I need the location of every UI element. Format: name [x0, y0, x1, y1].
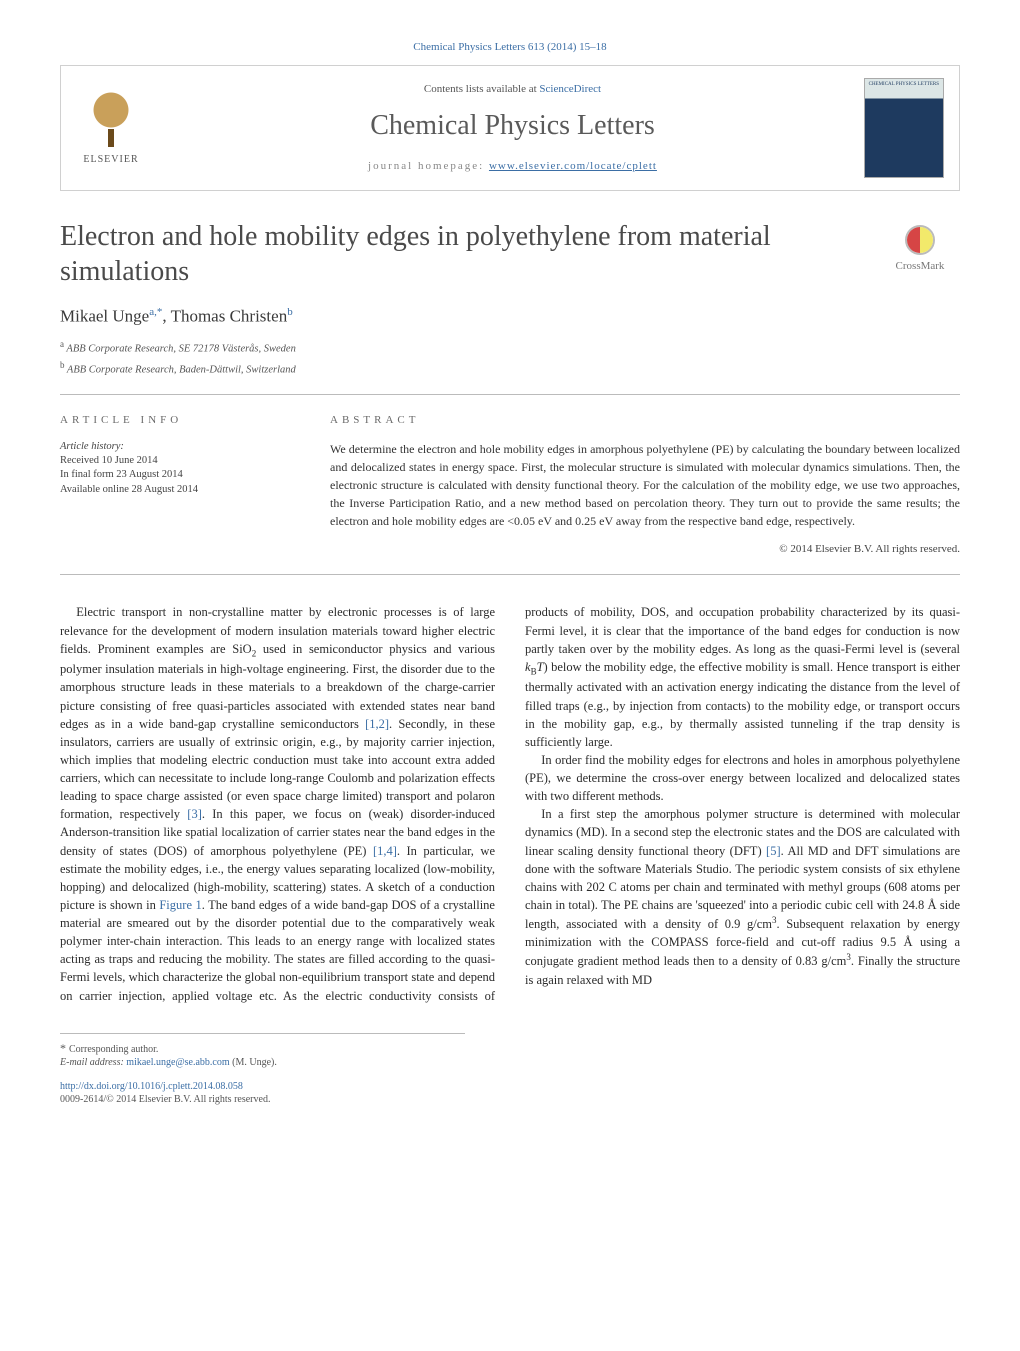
ref-5-link[interactable]: [5] [766, 844, 781, 858]
article-info-heading: article info [60, 413, 290, 428]
crossmark-badge[interactable]: CrossMark [880, 219, 960, 274]
cover-label: CHEMICAL PHYSICS LETTERS [869, 82, 939, 87]
affiliation-a: a ABB Corporate Research, SE 72178 Väste… [60, 338, 960, 357]
corr-asterisk: * [60, 1041, 69, 1055]
issn-copyright: 0009-2614/© 2014 Elsevier B.V. All right… [60, 1094, 270, 1105]
article-title: Electron and hole mobility edges in poly… [60, 219, 880, 289]
author-2-affil-sup: b [287, 306, 293, 318]
elsevier-tree-icon [81, 89, 141, 149]
body-p3: In a first step the amorphous polymer st… [525, 805, 960, 989]
email-name: (M. Unge). [230, 1057, 277, 1068]
article-info-block: article info Article history: Received 1… [60, 413, 290, 557]
crossmark-label: CrossMark [896, 260, 945, 272]
doi-link[interactable]: http://dx.doi.org/10.1016/j.cplett.2014.… [60, 1081, 243, 1092]
history-online: Available online 28 August 2014 [60, 483, 290, 498]
abstract-block: abstract We determine the electron and h… [330, 413, 960, 557]
homepage-line: journal homepage: www.elsevier.com/locat… [161, 159, 864, 174]
body-p2: In order find the mobility edges for ele… [525, 751, 960, 805]
contents-line: Contents lists available at ScienceDirec… [161, 82, 864, 97]
body-text: Electric transport in non-crystalline ma… [60, 603, 960, 1004]
p1c: . Secondly, in these insulators, carrier… [60, 717, 495, 822]
sciencedirect-link[interactable]: ScienceDirect [539, 83, 601, 95]
history-final: In final form 23 August 2014 [60, 468, 290, 483]
affil-b-text: ABB Corporate Research, Baden-Dättwil, S… [65, 365, 296, 376]
affil-a-text: ABB Corporate Research, SE 72178 Västerå… [64, 344, 296, 355]
abstract-text: We determine the electron and hole mobil… [330, 440, 960, 530]
crossmark-icon [905, 225, 935, 255]
author-1-affil-sup: a, [149, 306, 157, 318]
ref-1-2-link[interactable]: [1,2] [365, 717, 389, 731]
author-1: Mikael Unge [60, 307, 149, 326]
p1g: ) below the mobility edge, the effective… [525, 660, 960, 749]
divider [60, 394, 960, 395]
homepage-link[interactable]: www.elsevier.com/locate/cplett [489, 160, 657, 172]
affiliation-b: b ABB Corporate Research, Baden-Dättwil,… [60, 359, 960, 378]
contents-prefix: Contents lists available at [424, 83, 539, 95]
elsevier-logo: ELSEVIER [61, 89, 161, 167]
journal-cover-thumbnail: CHEMICAL PHYSICS LETTERS [864, 78, 944, 178]
ref-3-link[interactable]: [3] [187, 807, 202, 821]
email-label: E-mail address: [60, 1057, 126, 1068]
authors-line: Mikael Ungea,*, Thomas Christenb [60, 305, 960, 329]
figure-1-link[interactable]: Figure 1 [159, 898, 201, 912]
abstract-copyright: © 2014 Elsevier B.V. All rights reserved… [330, 542, 960, 557]
author-2: , Thomas Christen [162, 307, 287, 326]
header-citation: Chemical Physics Letters 613 (2014) 15–1… [60, 40, 960, 55]
ref-1-4-link[interactable]: [1,4] [373, 844, 397, 858]
journal-meta-box: ELSEVIER Contents lists available at Sci… [60, 65, 960, 191]
corresponding-footnote: * Corresponding author. E-mail address: … [60, 1033, 465, 1070]
homepage-prefix: journal homepage: [368, 160, 489, 172]
abstract-heading: abstract [330, 413, 960, 428]
journal-name: Chemical Physics Letters [161, 107, 864, 145]
corr-label: Corresponding author. [69, 1044, 158, 1055]
doi-block: http://dx.doi.org/10.1016/j.cplett.2014.… [60, 1080, 960, 1107]
corr-email-link[interactable]: mikael.unge@se.abb.com [126, 1057, 229, 1068]
elsevier-label: ELSEVIER [76, 153, 146, 167]
history-received: Received 10 June 2014 [60, 454, 290, 469]
history-label: Article history: [60, 440, 290, 454]
kbt-t: T [537, 660, 544, 674]
